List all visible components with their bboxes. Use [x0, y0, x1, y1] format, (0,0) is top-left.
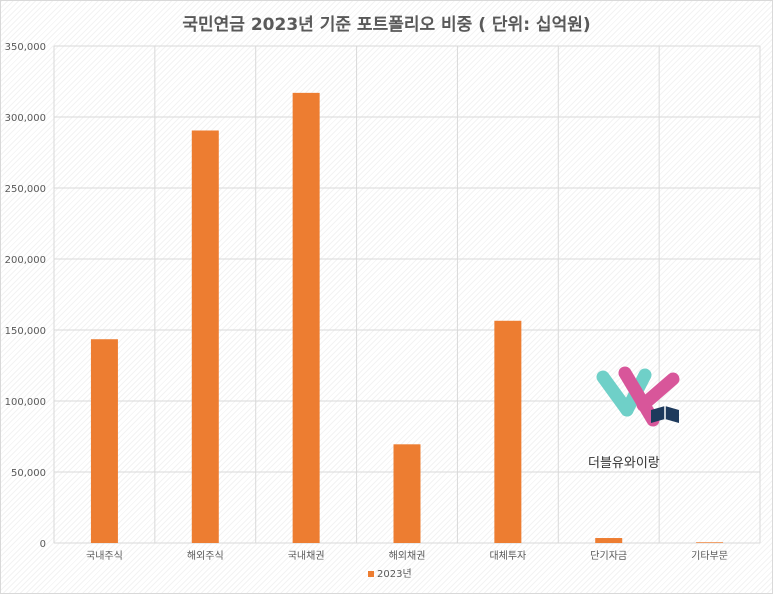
- x-axis-ticks: 국내주식 해외주식 국내채권 해외채권 대체투자 단기자금 기타부문: [86, 549, 728, 562]
- x-tick-label: 해외주식: [187, 549, 224, 562]
- y-tick-label: 0: [40, 539, 46, 550]
- x-tick-label: 단기자금: [590, 550, 627, 562]
- bar-기타부문: [696, 542, 724, 543]
- bar-대체투자: [494, 320, 522, 543]
- y-tick-label: 300,000: [5, 113, 46, 124]
- x-tick-label: 해외채권: [389, 549, 426, 562]
- x-tick-label: 국내채권: [288, 550, 325, 562]
- chart-title: 국민연금 2023년 기준 포트폴리오 비중 ( 단위: 십억원): [182, 15, 591, 35]
- wy-logo-icon: [596, 366, 680, 427]
- bar-해외주식: [191, 130, 219, 544]
- y-tick-label: 50,000: [11, 468, 46, 479]
- x-tick-label: 대체투자: [489, 550, 526, 562]
- y-axis-ticks: 0 50,000 100,000 150,000 200,000 250,000 300,0…: [5, 42, 46, 550]
- x-tick-label: 기타부문: [691, 550, 728, 562]
- bar-단기자금: [595, 538, 623, 543]
- bars: [90, 92, 724, 544]
- y-tick-label: 150,000: [5, 326, 46, 337]
- bar-국내채권: [292, 92, 320, 544]
- bar-국내주식: [90, 339, 118, 543]
- legend-swatch: [368, 571, 374, 577]
- y-tick-label: 200,000: [5, 255, 46, 266]
- x-tick-label: 국내주식: [86, 550, 123, 562]
- legend: 2023년: [368, 568, 412, 580]
- watermark-text: 더블유와이랑: [588, 456, 660, 471]
- bar-해외채권: [393, 444, 421, 543]
- y-tick-label: 100,000: [5, 397, 46, 408]
- grid-lines: [53, 45, 761, 544]
- y-tick-label: 250,000: [5, 184, 46, 195]
- y-tick-label: 350,000: [5, 42, 46, 53]
- legend-label: 2023년: [377, 568, 412, 580]
